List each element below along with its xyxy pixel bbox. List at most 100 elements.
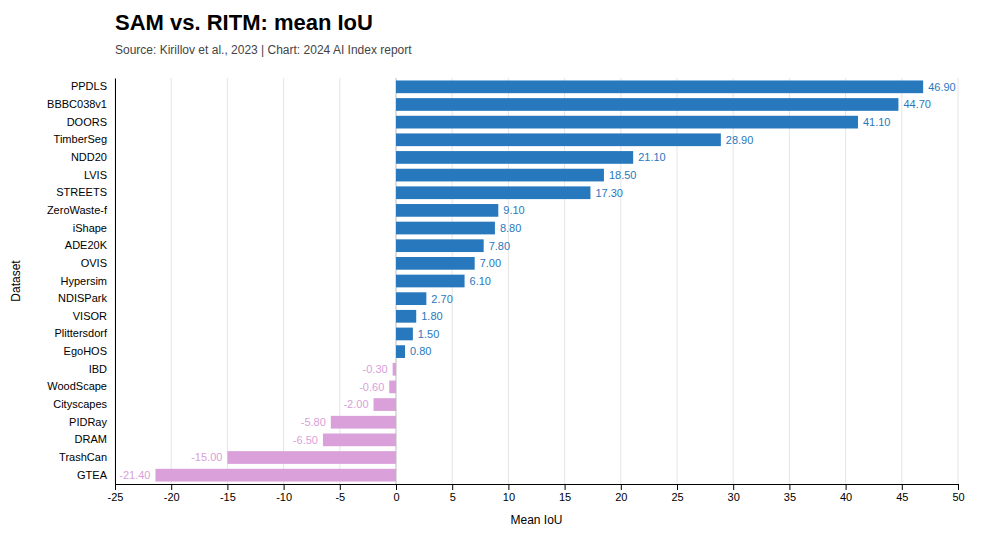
data-label: 2.70 [431,293,452,305]
x-tick-label: 40 [840,491,852,503]
y-tick: WoodScape [47,380,107,392]
bar [396,133,721,146]
y-tick: PPDLS [71,80,107,92]
y-tick: Hypersim [61,275,107,287]
y-tick-label: IBD [89,363,107,375]
x-tick: 5 [450,484,456,503]
y-tick: DOORS [67,116,107,128]
data-label: -6.50 [293,434,318,446]
data-label: 46.90 [928,81,956,93]
y-tick-label: NDISPark [58,292,107,304]
x-tick-label: 35 [784,491,796,503]
x-tick: 50 [952,484,964,503]
bar [396,169,604,182]
y-tick-label: ADE20K [65,239,108,251]
x-tick: 40 [840,484,852,503]
bar [393,363,396,376]
bar [396,98,898,111]
y-tick-label: LVIS [84,169,107,181]
data-label: 1.50 [418,328,439,340]
x-tick: -15 [220,484,236,503]
y-tick: DRAM [75,433,107,445]
x-tick-mark [846,484,847,490]
y-tick-label: TimberSeg [54,133,107,145]
bar [396,151,633,164]
x-tick: -5 [335,484,345,503]
x-tick-label: 5 [450,491,456,503]
y-tick-label: EgoHOS [64,345,107,357]
x-tick-mark [284,484,285,490]
x-tick-label: 10 [503,491,515,503]
x-tick: -10 [276,484,292,503]
x-tick-mark [958,484,959,490]
y-axis-title: Dataset [9,260,23,302]
bar [396,222,495,235]
bar [396,275,465,288]
bar [155,469,396,482]
y-tick-label: iShape [73,222,107,234]
x-tick-mark [789,484,790,490]
x-axis-title: Mean IoU [510,513,562,527]
x-tick: 35 [784,484,796,503]
grid [115,78,958,484]
x-tick-mark [396,484,397,490]
y-tick: OVIS [81,257,107,269]
y-tick: VISOR [73,310,107,322]
y-tick-label: DRAM [75,433,107,445]
y-tick-label: PIDRay [69,416,107,428]
data-label: 21.10 [638,151,666,163]
x-tick-label: 30 [728,491,740,503]
x-tick-label: 45 [896,491,908,503]
data-labels: 46.9044.7041.1028.9021.1018.5017.309.108… [119,81,955,481]
y-tick-label: BBBC038v1 [47,98,107,110]
bar [396,257,475,270]
data-label: 17.30 [595,187,623,199]
data-label: 0.80 [410,345,431,357]
x-tick-label: 50 [952,491,964,503]
x-tick-label: -15 [220,491,236,503]
data-label: 44.70 [903,98,931,110]
bars [155,80,923,481]
bar [396,292,426,305]
grid-line [789,78,790,484]
bar [227,451,396,464]
bar [396,310,416,323]
x-tick-mark [733,484,734,490]
data-label: -0.60 [359,381,384,393]
bar [396,345,405,358]
x-tick-label: -10 [276,491,292,503]
y-tick: ADE20K [65,239,108,251]
y-tick-label: NDD20 [71,151,107,163]
title: SAM vs. RITM: mean IoU [115,10,373,35]
data-label: -15.00 [191,451,222,463]
y-tick-label: VISOR [73,310,107,322]
bar [396,204,498,217]
x-tick-mark [621,484,622,490]
bar [389,381,396,394]
y-tick-label: OVIS [81,257,107,269]
x-tick-label: -25 [108,491,124,503]
bar [396,186,590,199]
y-axis-line [115,79,116,485]
x-tick-mark [452,484,453,490]
y-tick: NDD20 [71,151,107,163]
y-tick: STREETS [56,186,107,198]
data-label: 18.50 [609,169,637,181]
grid-line [901,78,902,484]
y-tick: Cityscapes [53,398,107,410]
bar [331,416,396,429]
y-tick-label: WoodScape [47,380,107,392]
data-label: 6.10 [470,275,491,287]
x-tick-label: 20 [615,491,627,503]
y-tick: Plittersdorf [54,327,108,339]
grid-line [227,78,228,484]
x-tick-mark [340,484,341,490]
x-tick: 15 [559,484,571,503]
y-tick-label: DOORS [67,116,107,128]
bar [396,116,858,129]
grid-line [115,78,116,484]
x-tick: -25 [108,484,124,503]
x-tick: 10 [503,484,515,503]
x-tick-label: 15 [559,491,571,503]
x-tick-mark [171,484,172,490]
